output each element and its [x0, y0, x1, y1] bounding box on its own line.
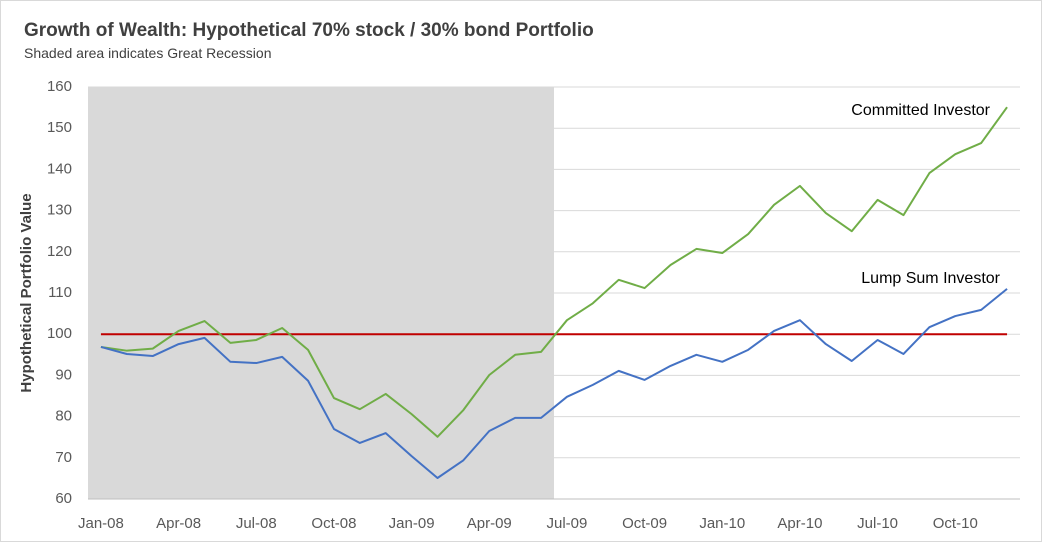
y-tick-label: 70: [55, 449, 72, 466]
series-line: [100, 106, 1008, 438]
x-tick-label: Jul-09: [547, 515, 588, 532]
x-tick-label: Jul-08: [236, 515, 277, 532]
x-tick-label: Jan-09: [389, 515, 435, 532]
y-tick-label: 120: [47, 243, 72, 260]
series-label: Lump Sum Investor: [861, 270, 1000, 287]
chart-title: Growth of Wealth: Hypothetical 70% stock…: [24, 20, 594, 41]
y-tick-label: 60: [55, 490, 72, 507]
x-tick-label: Oct-08: [311, 515, 356, 532]
y-tick-label: 150: [47, 119, 72, 136]
y-tick-label: 130: [47, 202, 72, 219]
series-line: [100, 288, 1008, 479]
y-tick-label: 80: [55, 408, 72, 425]
x-tick-label: Apr-08: [156, 515, 201, 532]
x-tick-label: Jan-10: [699, 515, 745, 532]
y-axis-title: Hypothetical Portfolio Value: [18, 193, 35, 392]
y-tick-label: 160: [47, 78, 72, 95]
x-tick-label: Jan-08: [78, 515, 124, 532]
series-label: Committed Investor: [851, 102, 990, 119]
x-tick-label: Apr-09: [467, 515, 512, 532]
chart-subtitle: Shaded area indicates Great Recession: [24, 45, 271, 61]
x-tick-label: Jul-10: [857, 515, 898, 532]
y-tick-label: 110: [48, 284, 72, 301]
recession-shade: [88, 87, 554, 499]
y-tick-label: 100: [47, 325, 72, 342]
y-tick-label: 140: [47, 160, 72, 177]
x-tick-label: Oct-10: [933, 515, 978, 532]
y-tick-label: 90: [55, 366, 72, 383]
x-tick-label: Apr-10: [777, 515, 822, 532]
x-tick-label: Oct-09: [622, 515, 667, 532]
